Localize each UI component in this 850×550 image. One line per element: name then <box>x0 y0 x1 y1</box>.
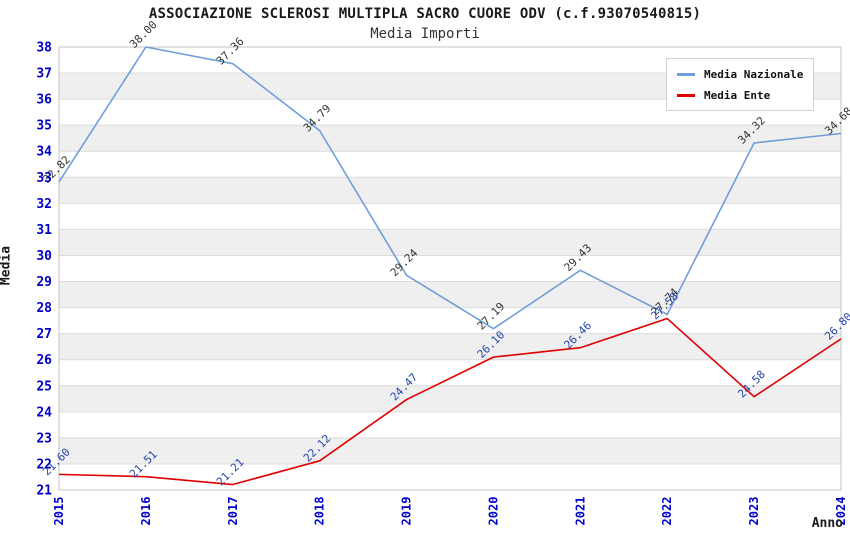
x-tick-label: 2022 <box>660 497 674 526</box>
x-tick-label: 2015 <box>52 497 66 526</box>
data-label: 38.00 <box>127 18 160 51</box>
series-line-media-nazionale <box>58 46 842 330</box>
plot-border <box>58 46 842 491</box>
y-tick-label: 27 <box>36 327 52 342</box>
x-tick-label: 2023 <box>747 497 761 526</box>
y-tick-label: 28 <box>36 301 52 316</box>
y-tick-label: 36 <box>36 93 52 108</box>
y-tick-label: 26 <box>36 353 52 368</box>
chart-subtitle: Media Importi <box>370 26 480 42</box>
x-tick-label: 2024 <box>834 497 848 526</box>
x-tick-label: 2018 <box>313 497 327 526</box>
x-tick-label: 2019 <box>400 497 414 526</box>
y-tick-label: 32 <box>36 197 52 212</box>
y-tick-label: 23 <box>36 431 52 446</box>
y-tick-label: 24 <box>36 405 52 420</box>
x-tick-label: 2016 <box>139 497 153 526</box>
x-tick-label: 2021 <box>573 497 587 526</box>
y-tick-label: 22 <box>36 457 52 472</box>
y-tick-label: 29 <box>36 275 52 290</box>
y-axis-ticks: 21 22 23 24 25 26 27 28 29 30 31 32 33 34 35 36 37 38 <box>36 41 52 499</box>
y-tick-label: 35 <box>36 119 52 134</box>
y-tick-label: 37 <box>36 67 52 82</box>
y-axis-title: Media <box>0 245 14 286</box>
y-tick-label: 30 <box>36 249 52 264</box>
x-tick-label: 2020 <box>486 497 500 526</box>
y-tick-label: 34 <box>36 145 52 160</box>
x-axis-title: Anno <box>811 516 843 531</box>
y-tick-label: 31 <box>36 223 52 238</box>
legend-line-icon <box>677 72 695 76</box>
x-tick-label: 2017 <box>226 497 240 526</box>
x-axis-ticks: 2015 2016 2017 2018 2019 2020 2021 2022 2023 2024 <box>52 497 848 526</box>
legend-label: Media Nazionale <box>704 67 804 81</box>
series-line-media-ente <box>58 317 842 486</box>
legend-item-media-nazionale: Media Nazionale <box>677 66 805 82</box>
y-tick-label: 21 <box>36 484 52 499</box>
legend-label: Media Ente <box>704 88 771 102</box>
grid-bands <box>59 47 841 490</box>
y-tick-label: 33 <box>36 171 52 186</box>
legend-line-icon <box>677 93 695 97</box>
chart-title: ASSOCIAZIONE SCLEROSI MULTIPLA SACRO CUO… <box>148 6 702 22</box>
legend: Media Nazionale Media Ente <box>666 58 814 111</box>
y-tick-label: 25 <box>36 379 52 394</box>
y-tick-label: 38 <box>36 41 52 56</box>
legend-item-media-ente: Media Ente <box>677 87 805 103</box>
